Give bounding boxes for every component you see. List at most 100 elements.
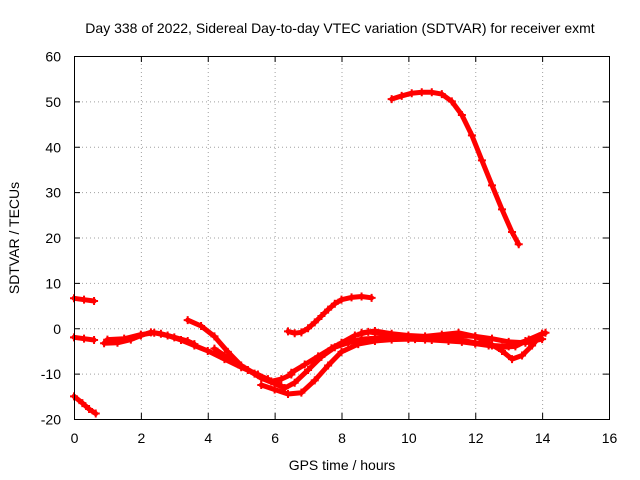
data-point-arc-5 xyxy=(136,330,145,339)
data-point-arc-11 xyxy=(528,341,537,350)
data-point-arc-10 xyxy=(304,324,313,333)
series-arc-3 xyxy=(71,393,99,417)
data-point-arc-7 xyxy=(304,365,313,374)
data-point-arc-3 xyxy=(85,405,94,414)
data-point-arc-6 xyxy=(183,316,192,325)
data-point-arc-6 xyxy=(197,321,206,330)
y-tick-label: 0 xyxy=(53,321,61,337)
data-point-arc-12 xyxy=(508,228,517,237)
data-point-arc-11 xyxy=(471,332,480,341)
data-point-arc-9 xyxy=(524,335,533,344)
data-point-arc-5 xyxy=(203,346,212,355)
data-point-arc-9 xyxy=(350,331,359,340)
data-point-arc-11 xyxy=(518,351,527,360)
data-point-arc-8 xyxy=(354,340,363,349)
data-point-arc-8 xyxy=(284,390,292,399)
y-tick-label: 50 xyxy=(45,94,61,110)
data-point-arc-5 xyxy=(190,341,199,350)
y-tick-label: -20 xyxy=(41,412,61,428)
data-point-arc-10 xyxy=(367,293,376,302)
chart-title: Day 338 of 2022, Sidereal Day-to-day VTE… xyxy=(85,20,594,36)
y-tick-label: 40 xyxy=(45,139,61,155)
data-point-arc-12 xyxy=(397,91,406,100)
y-tick-label: 60 xyxy=(45,49,61,65)
plot-area xyxy=(70,88,550,418)
y-axis-tick-labels: -20 -10 0 10 20 30 40 50 60 xyxy=(41,49,61,428)
data-point-arc-10 xyxy=(284,327,292,336)
data-point-arc-8 xyxy=(370,336,379,345)
data-point-arc-9 xyxy=(457,337,466,346)
x-axis-label: GPS time / hours xyxy=(289,457,396,473)
data-point-arc-9 xyxy=(327,344,336,353)
x-tick-label: 6 xyxy=(271,430,279,446)
data-point-arc-12 xyxy=(387,95,396,104)
data-point-arc-9 xyxy=(511,342,520,351)
y-tick-label: 30 xyxy=(45,185,61,201)
data-point-arc-12 xyxy=(457,110,466,119)
data-point-arc-10 xyxy=(317,311,326,320)
data-point-arc-12 xyxy=(498,205,506,214)
data-point-arc-5 xyxy=(120,334,129,343)
x-tick-label: 2 xyxy=(137,430,145,446)
data-point-arc-7 xyxy=(210,344,219,353)
axis-ticks xyxy=(74,56,610,420)
data-point-arc-5 xyxy=(163,331,172,340)
data-point-arc-9 xyxy=(300,360,309,369)
series-arc-6 xyxy=(185,317,288,391)
series-arc-10 xyxy=(285,294,375,336)
data-point-arc-8 xyxy=(324,361,333,370)
data-point-arc-6 xyxy=(223,347,232,356)
data-point-arc-11 xyxy=(437,330,446,339)
data-point-arc-9 xyxy=(444,336,453,345)
data-point-arc-11 xyxy=(498,346,506,355)
data-point-arc-12 xyxy=(514,240,523,249)
data-point-arc-10 xyxy=(297,328,306,337)
data-point-arc-7 xyxy=(257,374,266,383)
data-point-arc-10 xyxy=(337,295,346,304)
data-point-arc-8 xyxy=(310,376,319,385)
x-tick-label: 8 xyxy=(338,430,346,446)
data-point-arc-11 xyxy=(357,328,366,337)
data-point-arc-11 xyxy=(404,331,413,340)
data-point-arc-5 xyxy=(277,375,286,384)
data-point-arc-1 xyxy=(90,297,99,306)
data-point-arc-12 xyxy=(427,88,436,97)
data-point-arc-3 xyxy=(78,399,87,408)
data-point-arc-12 xyxy=(437,90,446,99)
data-point-arc-6 xyxy=(210,332,219,341)
data-point-arc-8 xyxy=(257,380,266,389)
grid xyxy=(74,56,609,419)
data-point-arc-1 xyxy=(80,295,89,304)
data-point-arc-11 xyxy=(538,329,547,338)
data-point-arc-10 xyxy=(290,329,299,338)
data-point-arc-2 xyxy=(80,334,89,343)
data-point-arc-12 xyxy=(487,181,496,190)
series-arc-12 xyxy=(389,89,522,247)
data-point-arc-5 xyxy=(103,335,112,344)
x-tick-label: 0 xyxy=(71,430,79,446)
data-point-arc-11 xyxy=(454,328,463,337)
data-point-arc-12 xyxy=(477,156,486,165)
data-point-arc-10 xyxy=(357,292,366,301)
x-tick-label: 10 xyxy=(401,430,417,446)
data-point-arc-9 xyxy=(314,352,323,361)
data-point-arc-7 xyxy=(290,378,299,387)
data-point-arc-5 xyxy=(177,336,185,345)
data-point-arc-9 xyxy=(471,339,480,348)
data-point-arc-10 xyxy=(324,305,333,314)
data-point-arc-8 xyxy=(270,385,279,394)
x-tick-label: 12 xyxy=(468,430,484,446)
data-point-arc-10 xyxy=(310,318,319,327)
y-tick-label: -10 xyxy=(41,366,61,382)
data-point-arc-10 xyxy=(330,299,339,308)
data-point-arc-12 xyxy=(407,89,416,98)
data-point-arc-12 xyxy=(467,131,476,140)
data-point-arc-8 xyxy=(337,347,346,356)
data-point-arc-8 xyxy=(297,388,306,397)
x-axis-tick-labels: 0 2 4 6 8 10 12 14 16 xyxy=(71,430,618,446)
x-tick-label: 16 xyxy=(602,430,618,446)
data-point-arc-12 xyxy=(417,88,426,97)
data-point-arc-11 xyxy=(508,355,517,364)
data-point-arc-11 xyxy=(387,329,396,338)
